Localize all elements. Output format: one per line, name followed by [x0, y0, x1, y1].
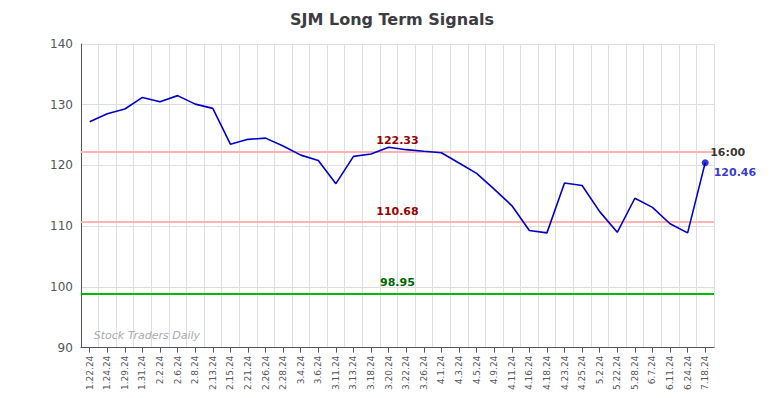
svg-text:90: 90: [58, 341, 73, 355]
svg-text:2.28.24: 2.28.24: [278, 355, 288, 390]
svg-text:120: 120: [50, 158, 73, 172]
svg-text:110.68: 110.68: [376, 205, 418, 218]
svg-text:4.5.24: 4.5.24: [472, 355, 482, 384]
svg-text:2.15.24: 2.15.24: [225, 355, 235, 390]
svg-text:3.26.24: 3.26.24: [419, 355, 429, 390]
svg-text:5.22.24: 5.22.24: [612, 355, 622, 390]
svg-text:3.18.24: 3.18.24: [366, 355, 376, 390]
svg-text:SJM Long Term Signals: SJM Long Term Signals: [290, 10, 494, 29]
svg-text:4.18.24: 4.18.24: [542, 355, 552, 390]
svg-text:3.20.24: 3.20.24: [384, 355, 394, 390]
svg-text:4.11.24: 4.11.24: [507, 355, 517, 390]
svg-text:6.24.24: 6.24.24: [683, 355, 693, 390]
svg-text:4.25.24: 4.25.24: [577, 355, 587, 390]
svg-text:122.33: 122.33: [376, 134, 418, 147]
svg-text:2.8.24: 2.8.24: [190, 355, 200, 384]
svg-text:1.22.24: 1.22.24: [85, 355, 95, 390]
svg-text:4.1.24: 4.1.24: [436, 355, 446, 384]
svg-text:4.3.24: 4.3.24: [454, 355, 464, 384]
svg-text:3.6.24: 3.6.24: [313, 355, 323, 384]
svg-text:6.11.24: 6.11.24: [665, 355, 675, 390]
svg-text:5.28.24: 5.28.24: [630, 355, 640, 390]
svg-text:1.24.24: 1.24.24: [102, 355, 112, 390]
svg-text:110: 110: [50, 219, 73, 233]
svg-text:1.29.24: 1.29.24: [120, 355, 130, 390]
svg-text:140: 140: [50, 37, 73, 51]
svg-text:16:00: 16:00: [710, 146, 745, 159]
svg-text:5.2.24: 5.2.24: [595, 355, 605, 384]
svg-text:3.4.24: 3.4.24: [296, 355, 306, 384]
svg-text:4.9.24: 4.9.24: [489, 355, 499, 384]
svg-text:2.13.24: 2.13.24: [208, 355, 218, 390]
svg-text:Stock Traders Daily: Stock Traders Daily: [94, 329, 201, 342]
svg-text:3.11.24: 3.11.24: [331, 355, 341, 390]
svg-text:2.26.24: 2.26.24: [261, 355, 271, 390]
svg-text:6.7.24: 6.7.24: [647, 355, 657, 384]
svg-text:3.22.24: 3.22.24: [401, 355, 411, 390]
svg-text:4.23.24: 4.23.24: [560, 355, 570, 390]
svg-text:98.95: 98.95: [380, 276, 415, 289]
svg-text:3.13.24: 3.13.24: [348, 355, 358, 390]
svg-text:2.6.24: 2.6.24: [173, 355, 183, 384]
svg-text:2.21.24: 2.21.24: [243, 355, 253, 390]
svg-text:4.16.24: 4.16.24: [524, 355, 534, 390]
svg-text:120.46: 120.46: [714, 166, 757, 179]
svg-text:2.2.24: 2.2.24: [155, 355, 165, 384]
svg-text:100: 100: [50, 280, 73, 294]
svg-text:130: 130: [50, 98, 73, 112]
svg-text:7.18.24: 7.18.24: [700, 355, 710, 390]
svg-text:1.31.24: 1.31.24: [137, 355, 147, 390]
